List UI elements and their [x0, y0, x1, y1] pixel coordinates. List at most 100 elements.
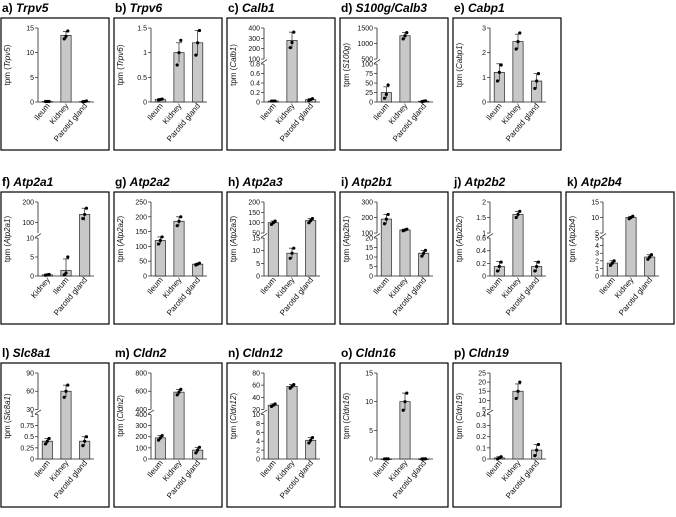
data-point: [499, 63, 503, 67]
y-tick-label: 2: [482, 200, 486, 207]
y-axis-close: ): [342, 216, 351, 219]
data-point: [64, 34, 68, 38]
bar-kidney: [512, 214, 524, 277]
y-axis-label: tpm (Atp2a1): [3, 216, 12, 263]
panel-title: f) Atp2a1: [2, 175, 54, 189]
y-tick-label: 400: [135, 412, 147, 419]
gene-name: Cldn2: [133, 346, 167, 360]
y-tick-label: 0.6: [250, 71, 260, 78]
data-point: [309, 438, 313, 442]
panel-frame: [339, 17, 449, 151]
data-point: [84, 206, 89, 210]
panel-frame: [113, 362, 223, 508]
y-tick-label: 75: [365, 71, 373, 78]
data-point: [405, 391, 409, 395]
panel-letter: a): [2, 1, 16, 15]
data-point: [83, 439, 87, 443]
data-point: [158, 436, 162, 440]
gene-name: S100g/Calb3: [356, 1, 428, 15]
data-point: [514, 47, 518, 51]
bar-kidney: [399, 35, 411, 103]
y-tick-label: 0: [30, 100, 34, 107]
bar-parotid-gland: [305, 439, 317, 460]
data-point: [423, 99, 428, 103]
y-tick-label: 1.5: [137, 26, 147, 33]
data-point: [288, 46, 292, 50]
axis-break-mark: [599, 233, 607, 238]
y-tick-label: 1: [482, 231, 486, 238]
axis-break-mark: [260, 233, 268, 238]
data-point: [83, 212, 87, 217]
gene-name: Slc8a1: [13, 346, 51, 360]
panel-frame: [113, 17, 223, 151]
data-point: [156, 242, 161, 246]
bar-ileum: [154, 240, 166, 277]
y-tick-label: 400: [248, 26, 260, 33]
data-point: [158, 238, 162, 243]
panel-title: a) Trpv5: [2, 1, 49, 15]
y-tick-label: 5: [595, 231, 599, 238]
gene-name: Atp2b2: [464, 175, 506, 189]
data-point: [612, 259, 616, 263]
y-tick-label: 200: [248, 200, 260, 207]
data-point: [66, 255, 70, 259]
y-axis-label: tpm (Atp2b4): [568, 216, 577, 263]
y-axis-label: tpm (Atp2a3): [229, 216, 238, 263]
y-axis-label: tpm (Cldn19): [455, 393, 464, 440]
y-tick-label: 0: [482, 457, 486, 464]
data-point: [516, 389, 520, 393]
y-axis-label: tpm (Atp2b1): [342, 216, 351, 263]
data-point: [310, 216, 315, 221]
y-tick-label: 0.75: [20, 423, 34, 430]
y-tick-label: 300: [135, 423, 147, 430]
bar-kidney: [60, 35, 72, 103]
y-axis-gene: Atp2b2: [455, 218, 464, 245]
y-tick-label: 400: [135, 407, 147, 414]
gene-name: Atp2b1: [351, 175, 393, 189]
bar-kidney: [512, 41, 524, 103]
y-axis-label: tpm (Atp2a2): [116, 216, 125, 263]
y-tick-label: 0.2: [250, 90, 260, 97]
y-axis-unit: tpm (: [229, 421, 238, 440]
y-tick-label: 15: [252, 236, 260, 243]
data-point: [47, 99, 51, 104]
gene-name: Cabp1: [468, 1, 505, 15]
data-point: [179, 38, 183, 42]
data-point: [179, 215, 183, 219]
y-tick-label: 100: [22, 220, 34, 227]
y-axis-close: ): [342, 393, 351, 396]
data-point: [422, 251, 426, 255]
data-point: [175, 393, 179, 397]
y-tick-label: 20: [365, 236, 373, 243]
panel-letter: i): [341, 175, 352, 189]
panel-title: n) Cldn12: [228, 346, 283, 360]
y-tick-label: 0.4: [250, 81, 260, 88]
y-axis-gene: Calb1: [229, 47, 238, 68]
y-axis-unit: tpm (: [116, 418, 125, 437]
data-point: [196, 41, 200, 45]
data-point: [420, 254, 424, 258]
y-tick-label: 10: [252, 248, 260, 255]
data-point: [160, 434, 164, 438]
axis-break-mark: [260, 59, 268, 64]
panel-letter: g): [115, 175, 130, 189]
y-axis-gene: Trpv6: [116, 47, 125, 67]
y-tick-label: 0.5: [137, 75, 147, 82]
y-tick-label: 800: [135, 371, 147, 378]
axis-break-mark: [373, 233, 381, 238]
panel-letter: d): [341, 1, 356, 15]
y-axis-gene: Cldn19: [455, 395, 464, 421]
y-tick-label: 80: [252, 371, 260, 378]
y-tick-label: 3: [482, 26, 486, 33]
data-point: [177, 219, 181, 223]
data-point: [177, 51, 181, 55]
panel-letter: c): [228, 1, 242, 15]
data-point: [292, 246, 296, 250]
y-axis-close: ): [3, 44, 12, 47]
y-tick-label: 1500: [357, 26, 373, 33]
data-point: [64, 271, 68, 275]
y-tick-label: 1: [482, 75, 486, 82]
y-axis-label: tpm (Calb1): [229, 44, 238, 86]
